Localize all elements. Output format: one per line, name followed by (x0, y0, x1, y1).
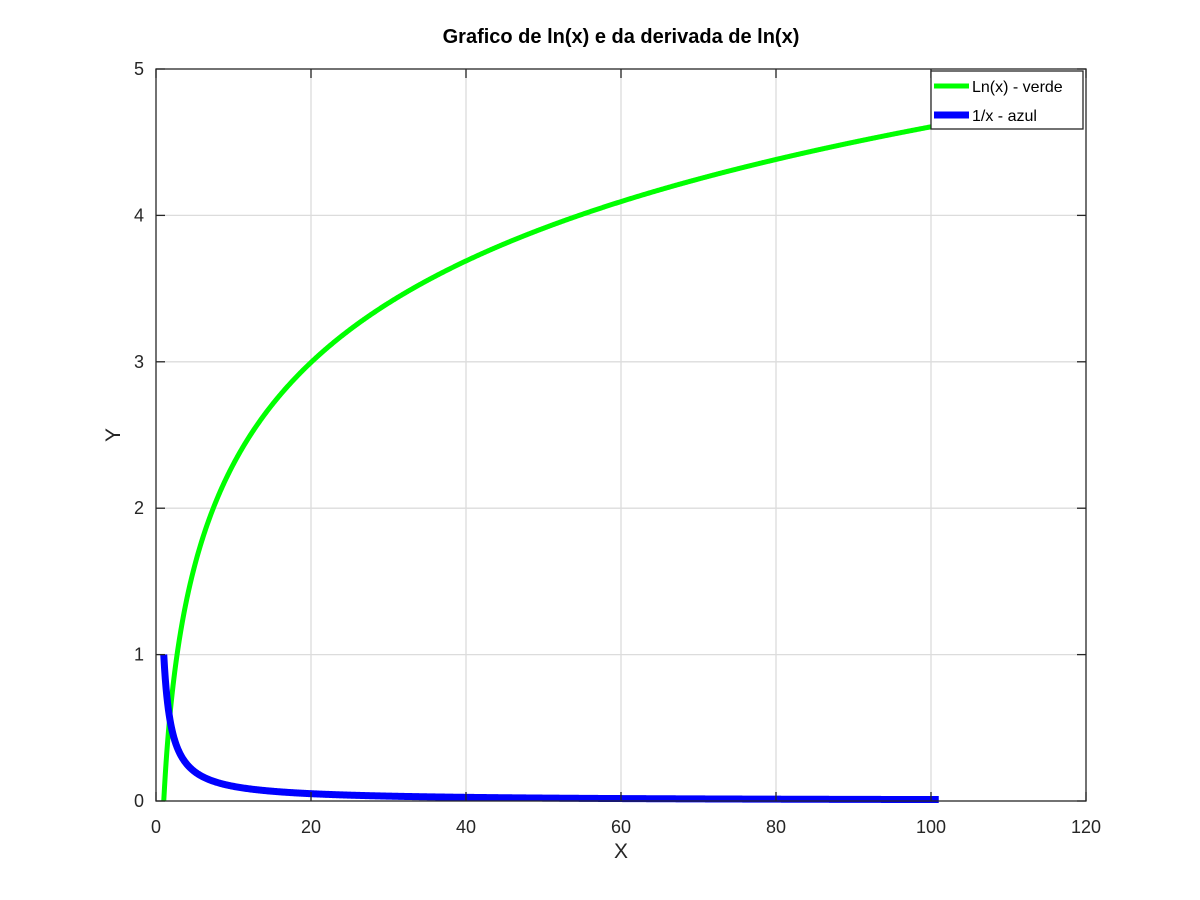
x-axis-label: X (614, 840, 628, 863)
y-tick-label: 3 (134, 352, 144, 372)
y-tick-label: 0 (134, 791, 144, 811)
legend-box (930, 70, 1084, 130)
x-tick-label: 0 (151, 817, 161, 837)
x-tick-label: 40 (456, 817, 476, 837)
chart-title: Grafico de ln(x) e da derivada de ln(x) (443, 26, 800, 48)
y-tick-label: 5 (134, 59, 144, 79)
series-group (160, 122, 942, 804)
legend-label-inverse: 1/x - azul (972, 108, 1037, 125)
x-tick-label: 60 (611, 817, 631, 837)
ticks: 0 20 40 60 80 100 120 0 1 2 3 4 5 (134, 59, 1101, 837)
series-line-ln (161, 122, 941, 802)
series-line-inverse (160, 654, 942, 804)
y-tick-label: 2 (134, 498, 144, 518)
y-tick-label: 4 (134, 205, 144, 225)
x-tick-label: 20 (301, 817, 321, 837)
x-tick-label: 80 (766, 817, 786, 837)
y-tick-label: 1 (134, 645, 144, 665)
y-axis-label: Y (102, 428, 125, 442)
legend: Ln(x) - verde 1/x - azul (930, 70, 1084, 130)
x-tick-label: 120 (1071, 817, 1101, 837)
legend-label-ln: Ln(x) - verde (972, 79, 1063, 96)
x-tick-label: 100 (916, 817, 946, 837)
